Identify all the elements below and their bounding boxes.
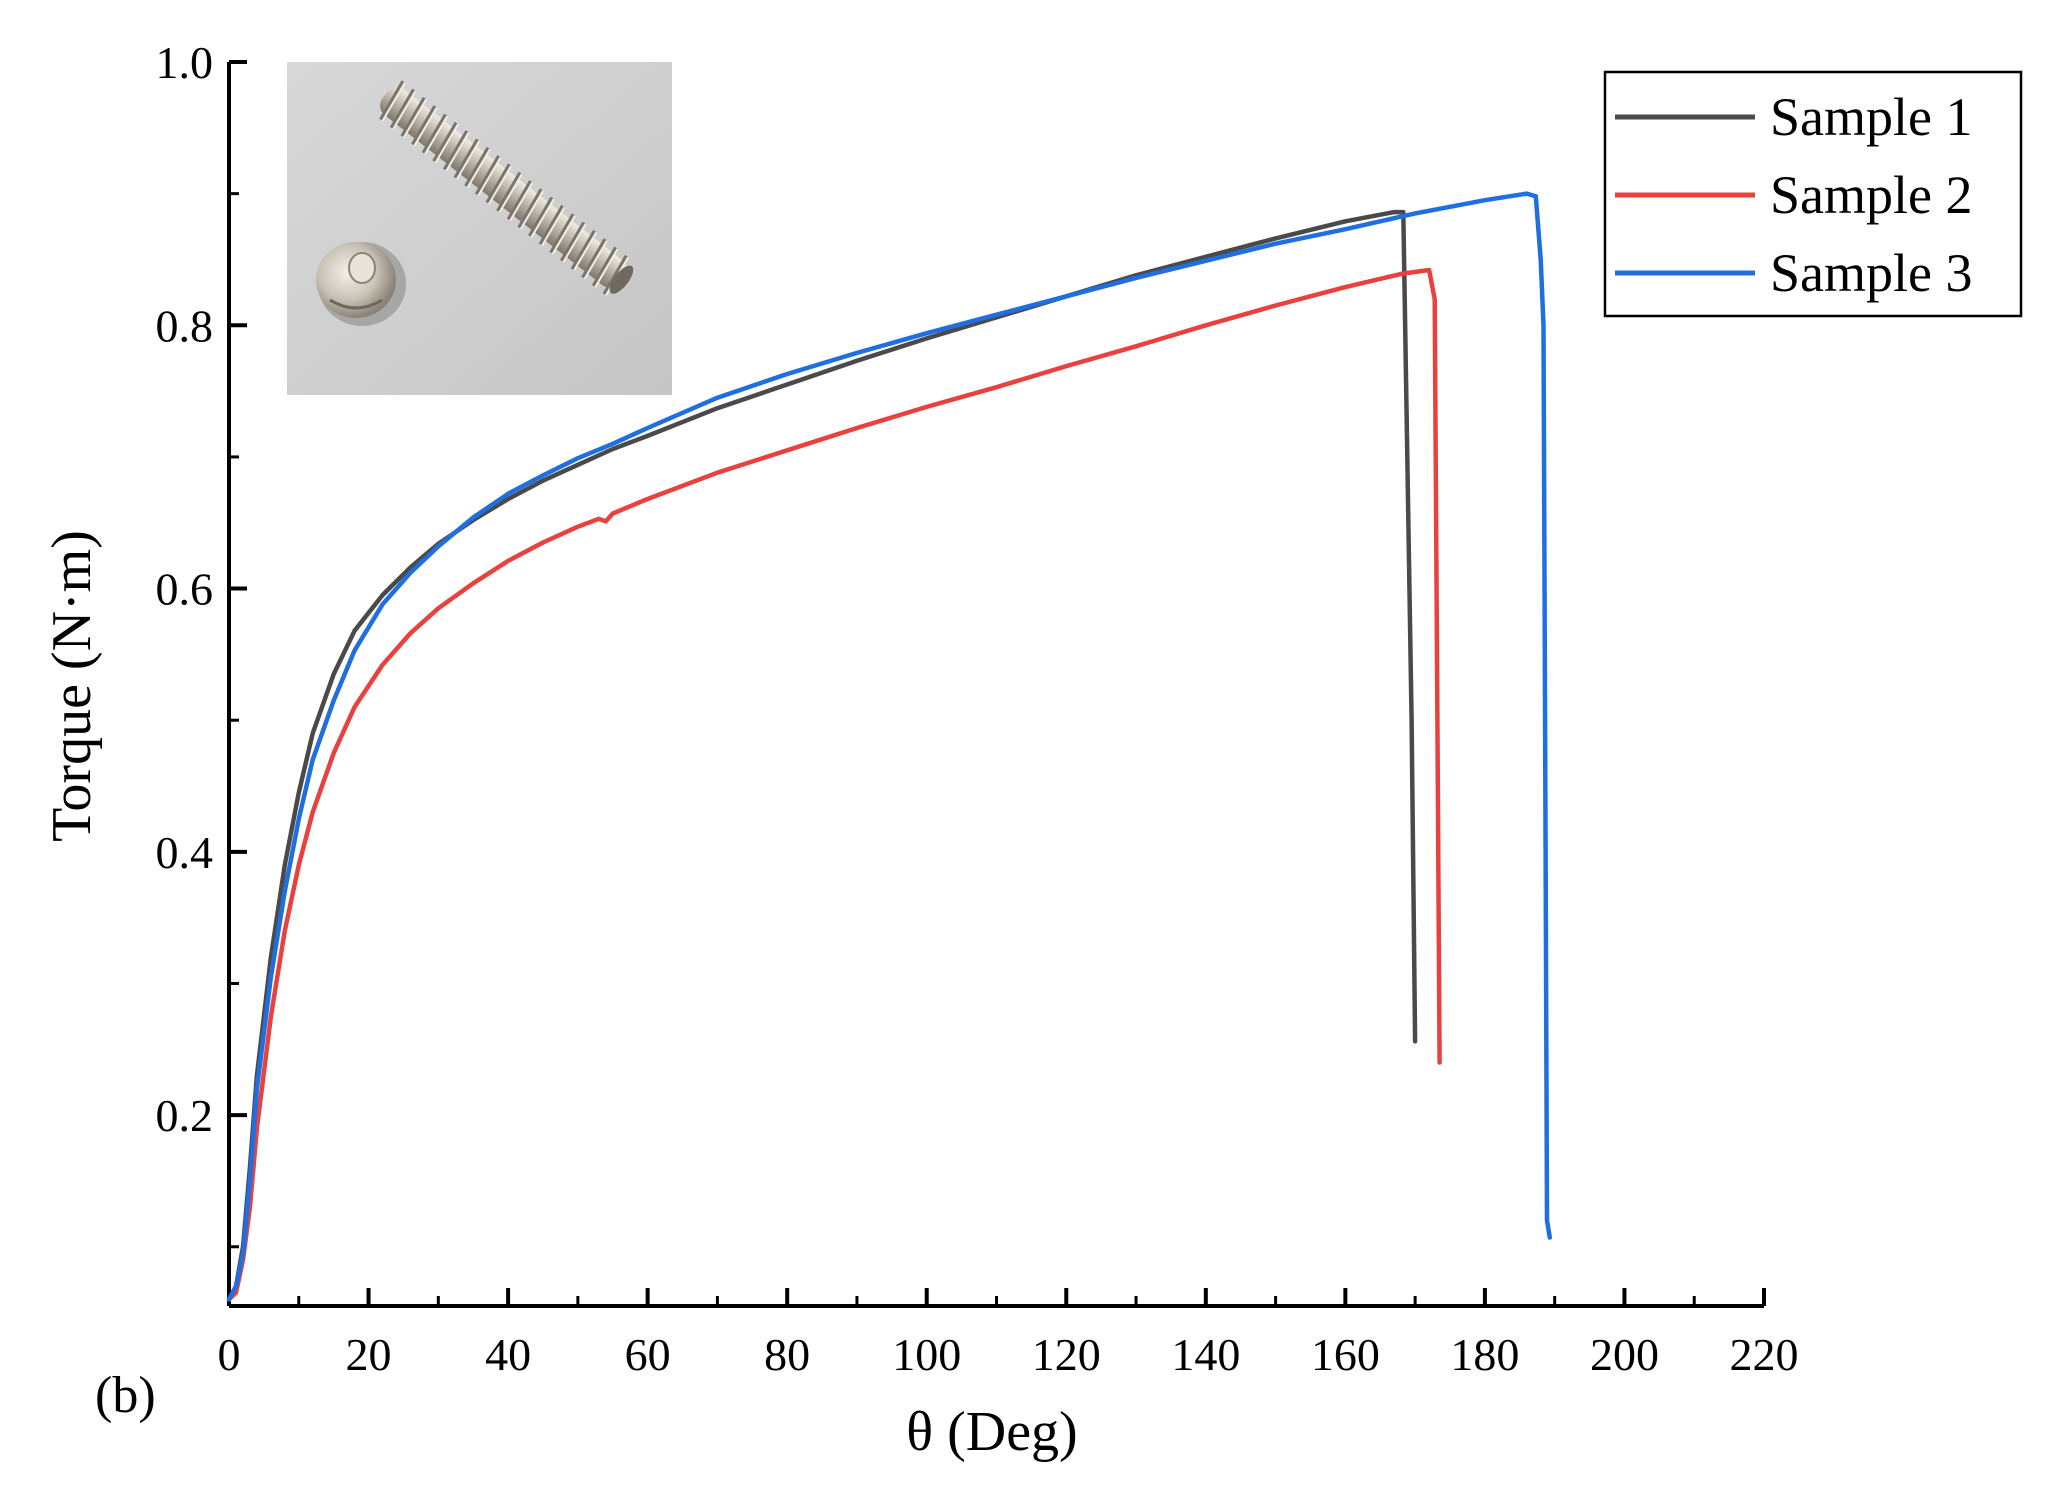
y-tick-label: 0.2 [156,1090,214,1141]
screw-thread-highlight [594,248,619,288]
screw-photo-icon [379,80,634,296]
screw-thread [443,130,469,171]
x-tick-label: 180 [1450,1329,1519,1380]
series-lines [226,191,1553,1302]
x-tick-label: 40 [485,1329,531,1380]
screw-thread [549,213,576,254]
y-tick-label: 0.4 [156,827,214,878]
legend-label: Sample 3 [1770,243,1972,303]
screw-thread-highlight [530,198,555,238]
screw-thread-highlight [488,165,513,205]
x-tick-label: 0 [218,1329,241,1380]
screw-thread [474,155,501,196]
screw-thread-highlight [381,82,406,122]
screw-thread [528,196,554,238]
screw-thread-highlight [434,123,459,164]
screw-thread [464,146,491,188]
y-tick-label: 0.6 [156,564,214,615]
panel-label: (b) [95,1367,156,1424]
screw-thread-highlight [573,231,598,272]
axes: 0 20 40 60 80 100 120 140 160 180 200 220 0.2 0.4 0.6… [156,37,1799,1380]
screw-thread [517,188,544,229]
x-tick-label: 60 [625,1329,671,1380]
screw-thread [602,254,629,296]
screw-thread-highlight [551,215,576,255]
x-tick-label: 220 [1730,1329,1799,1380]
screw-tip [609,265,634,294]
screw-thread [379,80,406,121]
screw-thread [496,171,523,213]
screw-thread [432,121,459,163]
screw-shaft-body [379,87,627,288]
x-tick-label: 120 [1032,1329,1101,1380]
screw-thread-highlight [541,206,566,247]
screw-thread [570,229,597,271]
screw-thread [411,105,437,146]
legend: Sample 1 Sample 2 Sample 3 [1603,70,2023,318]
legend-label: Sample 1 [1770,87,1972,147]
series-line-sample-3 [226,191,1553,1302]
x-tick-label: 20 [346,1329,392,1380]
y-axis-title: Torque (N·m) [41,530,103,842]
screw-thread-highlight [392,90,417,130]
y-tick-label: 1.0 [156,37,214,88]
x-tick-label: 160 [1311,1329,1380,1380]
series-line-sample-2 [226,267,1442,1302]
screw-thread-highlight [424,115,449,155]
screw-thread [485,163,512,204]
x-ticks: 0 20 40 60 80 100 120 140 160 180 200 220 [218,1288,1799,1380]
screw-thread [506,180,533,221]
screw-thread-highlight [466,148,491,188]
x-tick-label: 200 [1590,1329,1659,1380]
screw-thread-highlight [519,190,545,230]
screw-thread-highlight [498,173,523,213]
screw-thread [389,88,416,130]
y-ticks: 0.2 0.4 0.6 0.8 1.0 [156,37,247,1249]
x-tick-label: 140 [1171,1329,1240,1380]
inset-background [287,62,672,395]
series-line-sample-1 [226,209,1418,1302]
screw-thread [581,238,608,279]
screw-thread-highlight [413,107,438,147]
legend-items: Sample 1 Sample 2 Sample 3 [1615,87,1972,303]
screw-thread [400,96,427,138]
x-axis-title: θ (Deg) [906,1401,1077,1463]
screw-thread [591,246,618,287]
y-tick-label: 0.8 [156,300,214,351]
screw-thread-highlight [583,240,608,280]
screw-thread-highlight [477,156,502,197]
screw-thread [538,205,565,246]
screw-thread-highlight [509,181,534,222]
screw-thread [560,221,586,263]
x-tick-label: 100 [892,1329,961,1380]
screw-cap-icon [316,242,406,326]
legend-label: Sample 2 [1770,165,1972,225]
screw-thread [421,113,448,154]
inset-photo [287,62,672,395]
screw-thread-highlight [402,98,427,139]
screw-thread-highlight [445,131,470,172]
x-tick-label: 80 [764,1329,810,1380]
screw-thread [453,138,480,179]
screw-thread-highlight [562,223,587,263]
screw-thread-highlight [456,140,481,180]
